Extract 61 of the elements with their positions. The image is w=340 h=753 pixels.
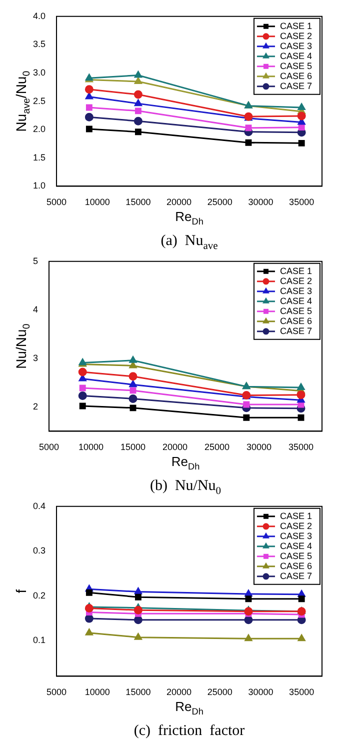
legend-label: CASE 4: [280, 296, 312, 306]
x-tick-label: 35000: [289, 687, 314, 698]
legend-label: CASE 3: [280, 530, 312, 541]
y-tick-label: 2.5: [32, 96, 46, 106]
y-tick-label: 5: [32, 256, 38, 266]
x-tick-label: 35000: [289, 197, 314, 208]
x-tick-label: 30000: [248, 687, 274, 698]
legend-label: CASE 3: [280, 40, 312, 51]
legend-label: CASE 7: [280, 326, 312, 336]
x-tick-label: 10000: [78, 442, 104, 452]
legend-label: CASE 7: [280, 80, 312, 91]
legend-label: CASE 7: [280, 570, 312, 581]
legend-label: CASE 6: [280, 560, 312, 571]
x-tick-label: 25000: [204, 442, 230, 452]
x-tick-label: 25000: [207, 687, 232, 698]
x-tick-label: 5000: [46, 687, 67, 698]
x-tick-label: 10000: [84, 687, 110, 698]
y-axis-title: Nu/Nu0: [12, 323, 33, 369]
y-tick-label: 0.2: [32, 590, 46, 600]
x-tick-label: 5000: [38, 442, 60, 452]
y-tick-label: 1.5: [32, 152, 46, 162]
x-tick-label: 5000: [46, 197, 67, 208]
y-tick-label: 2: [32, 401, 38, 412]
x-tick-label: 30000: [246, 442, 272, 452]
legend-label: CASE 5: [280, 60, 312, 71]
x-tick-label: 35000: [288, 442, 314, 452]
legend-label: CASE 5: [280, 306, 312, 316]
legend-label: CASE 4: [280, 50, 312, 61]
legend-label: CASE 3: [280, 286, 312, 296]
legend-label: CASE 6: [280, 316, 312, 326]
y-tick-label: 3.5: [32, 39, 46, 50]
legend-label: CASE 6: [280, 70, 312, 81]
x-tick-label: 15000: [120, 442, 146, 452]
x-tick-label: 10000: [84, 197, 110, 208]
y-tick-label: 0.3: [32, 546, 46, 556]
x-tick-label: 25000: [207, 197, 232, 208]
legend-label: CASE 2: [280, 276, 312, 286]
legend-label: CASE 1: [280, 266, 312, 276]
legend-label: CASE 5: [280, 550, 312, 561]
y-tick-label: 0.1: [32, 634, 46, 645]
y-tick-label: 0.4: [32, 500, 46, 511]
x-tick-label: 15000: [126, 687, 151, 698]
y-tick-label: 1.0: [32, 180, 46, 191]
x-tick-label: 30000: [248, 197, 274, 208]
y-axis-title: f: [12, 589, 29, 594]
y-tick-label: 3: [32, 352, 38, 363]
y-tick-label: 4: [32, 304, 38, 314]
y-axis-title: Nuave/Nu0: [12, 70, 33, 132]
y-tick-label: 4.0: [32, 10, 46, 21]
x-tick-label: 20000: [166, 687, 192, 698]
y-tick-label: 3.0: [32, 67, 46, 78]
x-tick-label: 20000: [166, 197, 192, 208]
text: (c) friction factor: [134, 722, 245, 739]
legend-label: CASE 1: [280, 20, 312, 31]
y-tick-label: 2.0: [32, 124, 46, 134]
x-tick-label: 15000: [126, 197, 151, 208]
legend-label: CASE 2: [280, 520, 312, 531]
legend-label: CASE 4: [280, 540, 312, 551]
legend-label: CASE 2: [280, 30, 312, 41]
legend-label: CASE 1: [280, 510, 312, 521]
x-tick-label: 20000: [162, 442, 188, 452]
